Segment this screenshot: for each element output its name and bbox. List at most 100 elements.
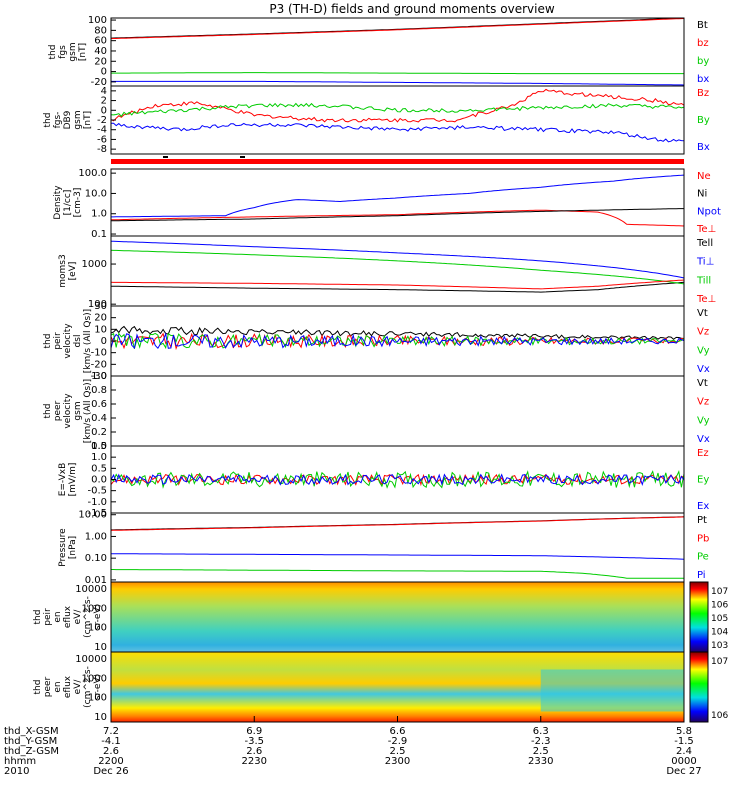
- y-tick-label: -30: [91, 371, 107, 382]
- legend-label: Ey: [697, 475, 709, 486]
- colorbar-10: [689, 651, 709, 723]
- legend-label: Vx: [697, 434, 710, 445]
- legend-label: Ni: [697, 189, 707, 200]
- y-label-line: velocity: [63, 323, 73, 359]
- y-tick-label: 20: [94, 313, 107, 324]
- panel-frame: [110, 168, 685, 237]
- x-tick-label: 2330: [528, 756, 553, 767]
- series-4-1: [110, 281, 685, 293]
- y-tick-label: 0.1: [91, 229, 107, 240]
- colorbar-tick-label: 106: [711, 711, 728, 721]
- y-label-line: eV/: [73, 609, 83, 625]
- legend-label: Te⊥: [696, 294, 716, 305]
- y-tick-label: 1000: [82, 259, 107, 270]
- y-tick-label: 0.0: [91, 441, 107, 452]
- y-tick-label: 100: [88, 15, 107, 26]
- y-tick-label: 0.6: [91, 399, 107, 410]
- panel-frame: [110, 512, 685, 583]
- mode-bar-mark-2: [240, 156, 245, 158]
- y-tick-label: 0.5: [91, 463, 107, 474]
- series-3-2: [110, 208, 684, 222]
- y-label-line: peer: [43, 676, 53, 697]
- legend-label: Vx: [697, 364, 710, 375]
- legend-label: Vy: [697, 345, 710, 356]
- y-tick-label: 0.8: [91, 385, 107, 396]
- x-tick-label: 6.3: [533, 726, 549, 737]
- x-tick-label: -2.3: [531, 736, 551, 747]
- figure-title: P3 (TH-D) fields and ground moments over…: [269, 2, 554, 16]
- y-axis-label: thd peir velocity dsl [km/s (All Qs)]: [43, 309, 93, 373]
- panel-frame: [110, 235, 685, 307]
- panel-frame: [110, 17, 685, 87]
- legend-label: Te⊥: [696, 224, 716, 235]
- legend-label: Bx: [697, 142, 710, 153]
- x-tick-label: 2.6: [246, 746, 262, 757]
- y-tick-label: 10: [94, 642, 107, 653]
- y-tick-label: 10: [94, 712, 107, 723]
- y-tick-label: 0.2: [91, 427, 107, 438]
- colorbar-tick-label: 104: [711, 628, 728, 638]
- y-tick-label: 0.0: [91, 475, 107, 486]
- legend-label: Vz: [697, 327, 709, 338]
- y-tick-label: 40: [94, 46, 107, 57]
- y-label-line: Pressure: [58, 528, 68, 567]
- colorbar-tick-label: 105: [711, 614, 728, 624]
- x-row-label: hhmm: [4, 756, 36, 767]
- y-tick-label: -20: [91, 77, 107, 88]
- y-tick-label: 100: [88, 623, 107, 634]
- y-tick-label: -1.0: [87, 497, 107, 508]
- x-tick-label: -1.5: [674, 736, 694, 747]
- series-2-3: [110, 122, 685, 143]
- panel-6: 0.0 0.2 0.4 0.6 0.8 1.0 Vt Vz Vy Vx thd peer velocit…: [43, 371, 710, 452]
- legend-label: by: [697, 56, 709, 67]
- y-label-line: thd: [43, 404, 53, 419]
- colorbar-tick-label: 106: [711, 601, 728, 611]
- legend-label: Pi: [697, 570, 706, 581]
- y-tick-label: -10: [91, 348, 107, 359]
- y-label-line: sr-eV): [93, 604, 103, 630]
- x-row-label: thd_Z-GSM: [4, 746, 59, 757]
- y-tick-label: 100: [88, 693, 107, 704]
- colorbar-tick-label: 107: [711, 657, 728, 667]
- y-label-line: [nT]: [83, 111, 93, 129]
- y-axis-label: Density [1/cc] [cm-3]: [53, 185, 83, 220]
- x-tick-label: Dec 27: [666, 766, 701, 777]
- y-axis-label: thd fgs gsm [nT]: [48, 42, 88, 61]
- y-axis-label: thd peir en eflux eV/(cm^2-s-sr-eV): [33, 596, 103, 638]
- y-tick-label: 100: [88, 299, 107, 310]
- y-label-line: [km/s (All Qs)]: [83, 379, 93, 443]
- heatmap-region: [540, 669, 684, 712]
- panel-3: 0.1 1.0 10.0 100.0 Ne Ni Npot Te⊥ Density [1/cc][…: [53, 168, 721, 240]
- y-tick-label: 0.4: [91, 413, 107, 424]
- legend-label: Ne: [697, 171, 711, 182]
- y-tick-label: 10.0: [85, 188, 107, 199]
- y-label-line: moms3: [58, 254, 68, 287]
- legend-label: Ez: [697, 448, 709, 459]
- y-label-line: gsm: [73, 401, 83, 420]
- y-label-line: fgs-: [53, 112, 63, 129]
- y-tick-label: 80: [94, 25, 107, 36]
- y-label-line: [1/cc]: [63, 190, 73, 216]
- y-label-line: [mV/m]: [68, 463, 78, 497]
- y-tick-label: 0: [101, 336, 107, 347]
- colorbar-9: [689, 581, 709, 653]
- legend-label: Ex: [697, 501, 709, 512]
- series-8-4: [111, 553, 685, 560]
- x-tick-label: -4.1: [101, 736, 121, 747]
- y-label-line: eV/: [73, 679, 83, 695]
- y-tick-label: 10000: [75, 654, 107, 665]
- y-label-line: eflux: [63, 605, 73, 628]
- x-tick-label: 2300: [385, 756, 410, 767]
- panel-8: 0.01 0.10 1.00 10.00 Pt Pb Pe Pi Pressure [nPa]: [58, 510, 709, 586]
- y-tick-label: 1000: [82, 673, 107, 684]
- y-tick-label: 20: [94, 56, 107, 67]
- series-7-2: [110, 470, 685, 489]
- x-row-label: thd_X-GSM: [4, 726, 59, 737]
- y-label-line: gsm: [68, 42, 78, 61]
- x-tick-label: 5.8: [676, 726, 692, 737]
- legend-label: Vy: [697, 415, 710, 426]
